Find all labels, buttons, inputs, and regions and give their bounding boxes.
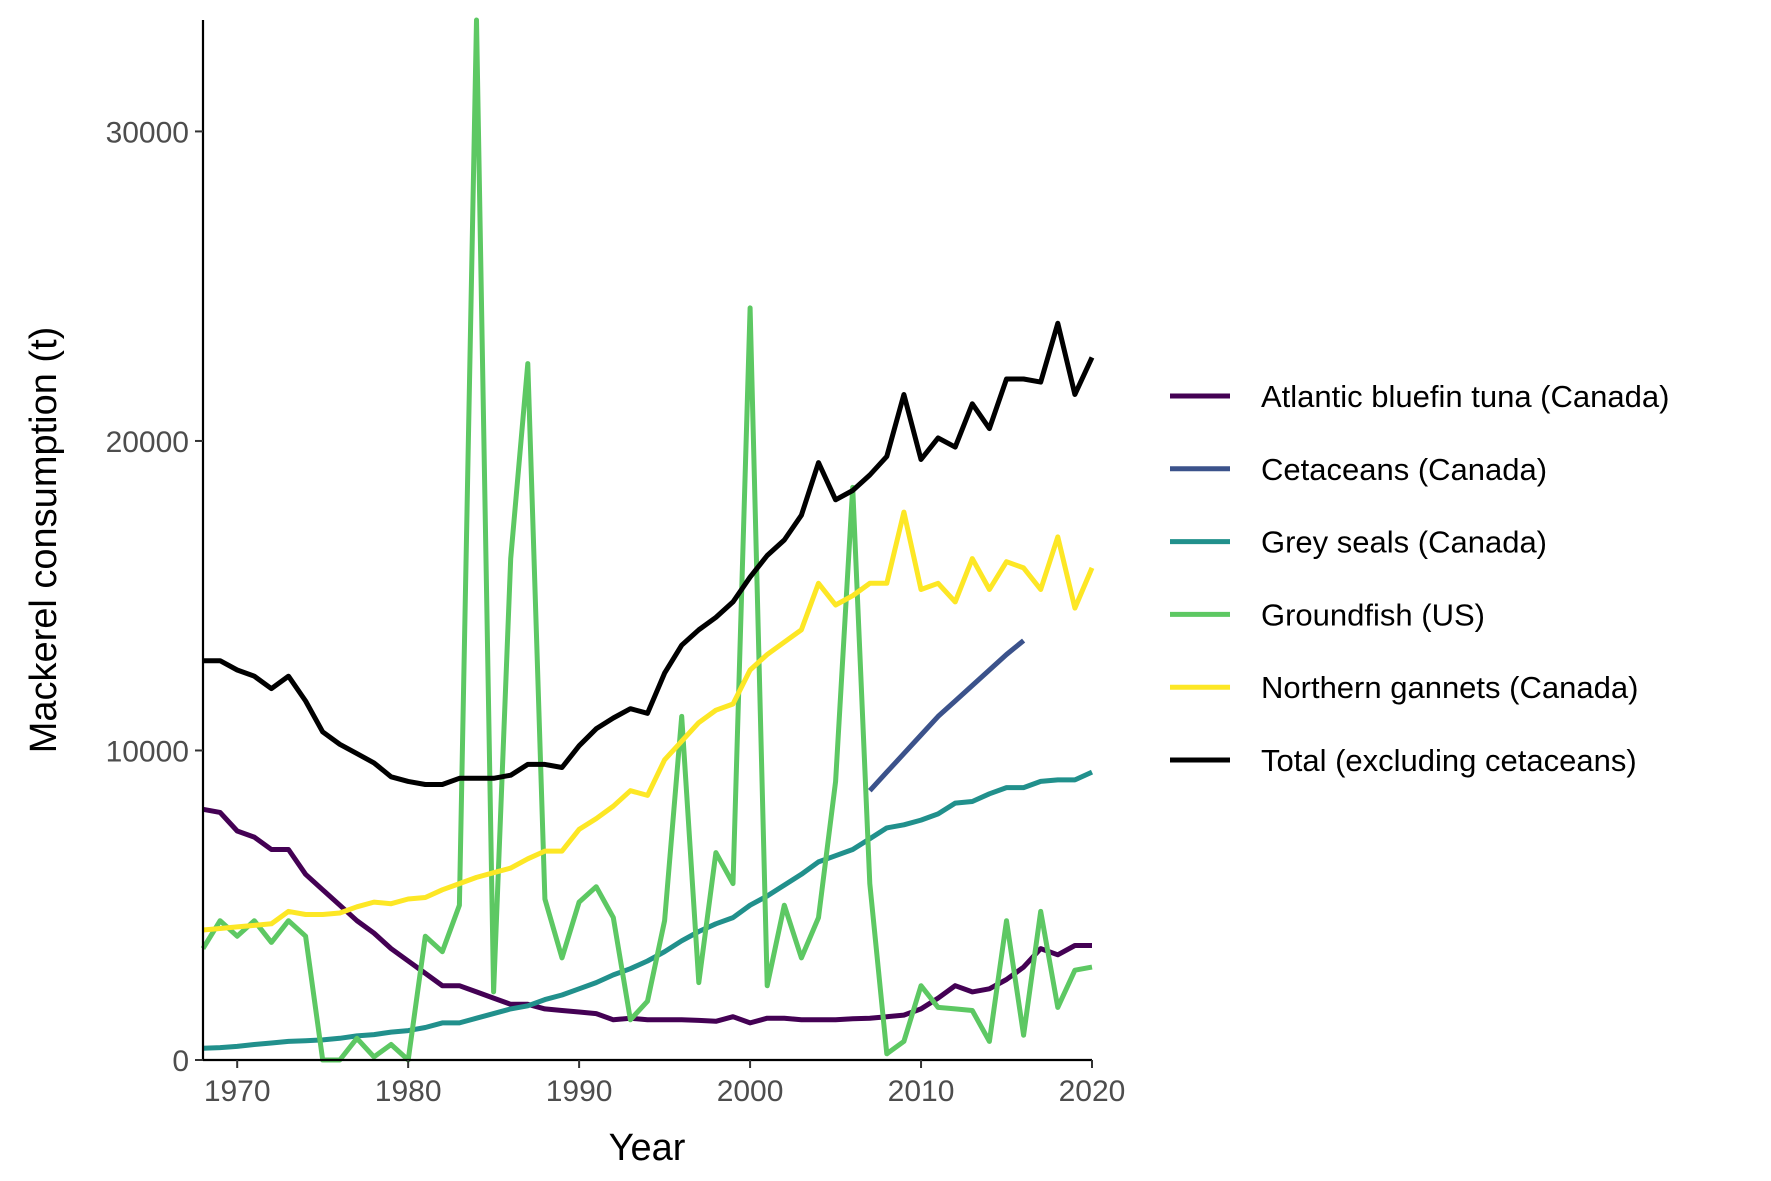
series-line-atlantic-bluefin-tuna-canada [202, 806, 1092, 1026]
legend-label-total-excluding-cetaceans: Total (excluding cetaceans) [1261, 743, 1637, 778]
y-tick-label-30000: 30000 [106, 116, 189, 149]
series-line-groundfish-us [200, 17, 1093, 1063]
series-line-cetaceans-canada [867, 638, 1026, 793]
legend: Atlantic bluefin tuna (Canada) Cetaceans … [1170, 379, 1669, 778]
x-tick-label-2000: 2000 [717, 1075, 784, 1108]
series-line-northern-gannets-canada [202, 509, 1095, 933]
legend-label-groundfish-us: Groundfish (US) [1261, 597, 1485, 632]
series-line-total-excluding-cetaceans [203, 320, 1095, 787]
x-ticks: 1970 1980 1990 2000 2010 2020 [204, 1060, 1126, 1108]
x-tick-label-2020: 2020 [1059, 1075, 1126, 1108]
y-ticks: 0 10000 20000 30000 [106, 116, 203, 1078]
x-axis-title: Year [609, 1127, 686, 1169]
x-tick-label-2010: 2010 [888, 1075, 955, 1108]
x-tick-label-1970: 1970 [204, 1075, 271, 1108]
y-tick-label-10000: 10000 [106, 735, 189, 768]
x-tick-label-1990: 1990 [546, 1075, 613, 1108]
legend-label-grey-seals-canada: Grey seals (Canada) [1261, 525, 1547, 560]
legend-label-atlantic-bluefin-tuna-canada: Atlantic bluefin tuna (Canada) [1261, 379, 1669, 414]
plot-lines [200, 17, 1095, 1063]
x-tick-label-1980: 1980 [375, 1075, 442, 1108]
legend-label-northern-gannets-canada: Northern gannets (Canada) [1261, 670, 1638, 705]
y-tick-label-0: 0 [172, 1045, 189, 1078]
y-tick-label-20000: 20000 [106, 426, 189, 459]
legend-label-cetaceans-canada: Cetaceans (Canada) [1261, 452, 1547, 487]
y-axis-title: Mackerel consumption (t) [23, 327, 65, 754]
series-line-grey-seals-canada [202, 769, 1094, 1051]
